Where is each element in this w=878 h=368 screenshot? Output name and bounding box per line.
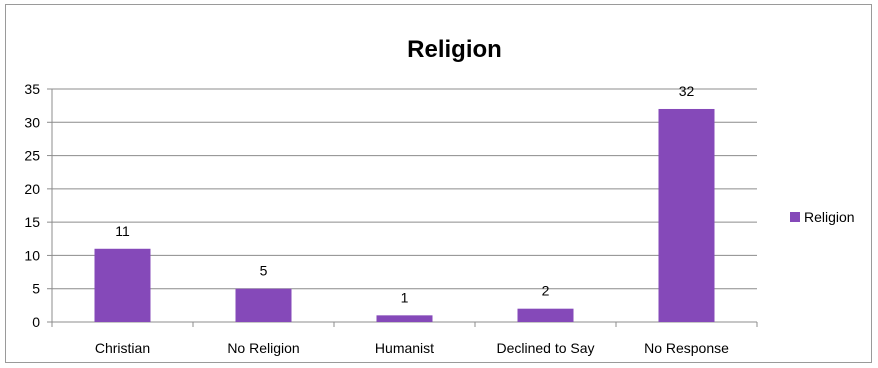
bar-humanist: [376, 315, 433, 322]
y-tick-label: 0: [32, 314, 40, 330]
chart-title: Religion: [407, 36, 502, 63]
data-label: 11: [115, 223, 130, 239]
gridlines: [52, 88, 757, 290]
legend-swatch-religion: [790, 212, 800, 222]
y-tick-label: 20: [24, 181, 40, 197]
bar-no-response: [658, 108, 715, 322]
bar-no-religion: [235, 288, 292, 322]
x-tick-label: Declined to Say: [496, 340, 594, 356]
legend: Religion: [790, 209, 855, 225]
data-label: 5: [260, 263, 268, 279]
y-tick-label: 25: [24, 148, 40, 164]
y-tick-label: 15: [24, 214, 40, 230]
y-tick-label: 30: [24, 114, 40, 130]
x-tick-label: No Response: [644, 340, 729, 356]
legend-label-religion: Religion: [804, 209, 855, 225]
bars: [94, 108, 715, 322]
x-tick-label: Humanist: [375, 340, 434, 356]
data-label: 1: [401, 289, 409, 305]
x-tick-label: Christian: [95, 340, 150, 356]
y-tick-label: 10: [24, 247, 40, 263]
labels: 0 5 10 15 20 25 30 35 11 Christian 5 No Religion 1 Hu…: [24, 81, 729, 356]
bar-declined-to-say: [517, 308, 574, 322]
data-label: 32: [679, 83, 695, 99]
y-tick-label: 35: [24, 81, 40, 97]
x-tick-label: No Religion: [227, 340, 299, 356]
data-label: 2: [542, 283, 550, 299]
y-tick-label: 5: [32, 281, 40, 297]
bar-christian: [94, 248, 151, 322]
